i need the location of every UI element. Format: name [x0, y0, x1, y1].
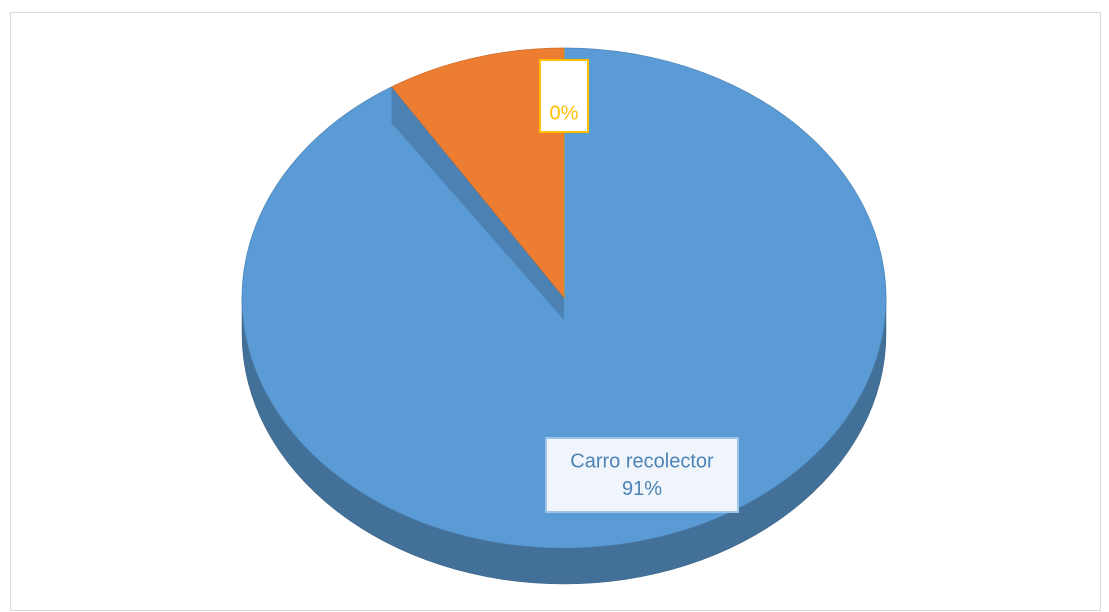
data-label-value: 9%: [488, 103, 517, 125]
data-label-value: 0%: [550, 102, 579, 124]
slice: [390, 47, 565, 299]
slice-inner-face: [391, 86, 564, 320]
data-label-box: [539, 59, 589, 133]
data-label-box: [545, 437, 739, 513]
data-label-category: Otros: [478, 75, 527, 97]
data-label-category: Carro recolector: [570, 451, 714, 473]
data-label-value: 91%: [622, 478, 662, 500]
